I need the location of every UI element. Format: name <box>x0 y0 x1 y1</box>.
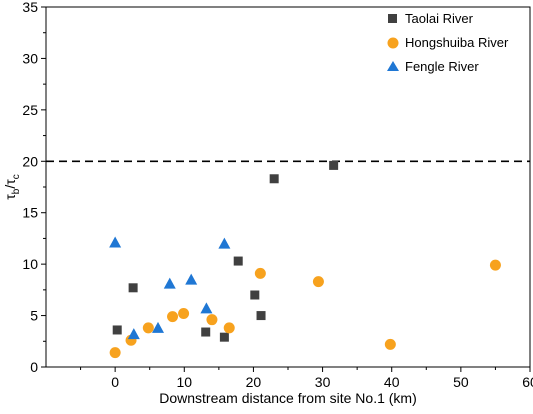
y-tick-label: 5 <box>30 308 38 324</box>
y-tick-label: 10 <box>22 256 38 272</box>
x-tick-label: 60 <box>522 374 533 390</box>
y-axis: 0 5 10 15 20 25 30 35 <box>22 0 46 375</box>
data-points <box>109 160 501 359</box>
legend-circle-marker <box>387 37 399 49</box>
taolai-point <box>329 160 339 170</box>
taolai-point <box>201 327 211 337</box>
hongshuiba-point <box>178 308 190 320</box>
hongshuiba-point <box>254 267 266 279</box>
x-tick-label: 20 <box>246 374 262 390</box>
taolai-point <box>269 174 279 184</box>
taolai-point <box>128 283 138 293</box>
x-axis-title: Downstream distance from site No.1 (km) <box>159 390 417 406</box>
hongshuiba-point <box>489 259 501 271</box>
x-tick-label: 10 <box>176 374 192 390</box>
taolai-point <box>219 332 229 342</box>
fengle-point <box>185 273 198 285</box>
taolai-point <box>112 325 122 335</box>
hongshuiba-point <box>109 347 121 359</box>
hongshuiba-point <box>312 276 324 288</box>
legend-square-marker <box>388 14 397 23</box>
legend-triangle-marker <box>387 61 399 71</box>
fengle-point <box>127 328 140 340</box>
y-axis-title-tau: τ <box>2 194 18 200</box>
taolai-point <box>256 311 266 321</box>
hongshuiba-point <box>384 338 396 350</box>
y-axis-title-sub-c: c <box>11 174 22 179</box>
taolai-point <box>233 256 243 266</box>
taolai-point <box>250 290 260 300</box>
legend-label-fengle: Fengle River <box>405 59 479 74</box>
y-axis-title: τb/τc <box>2 174 22 200</box>
x-tick-label: 30 <box>315 374 331 390</box>
hongshuiba-point <box>206 314 218 326</box>
legend: Taolai River Hongshuiba River Fengle Riv… <box>387 11 509 74</box>
hongshuiba-point <box>167 311 179 323</box>
fengle-point <box>152 321 165 333</box>
y-tick-label: 30 <box>22 50 38 66</box>
legend-label-taolai: Taolai River <box>405 11 474 26</box>
x-tick-label: 50 <box>453 374 469 390</box>
legend-label-hongshuiba: Hongshuiba River <box>405 35 509 50</box>
y-tick-label: 20 <box>22 153 38 169</box>
y-tick-label: 35 <box>22 0 38 15</box>
x-tick-label: 0 <box>111 374 119 390</box>
y-axis-title-slash-tau: /τ <box>2 179 18 189</box>
x-axis: 0 10 20 30 40 50 60 <box>80 367 533 390</box>
hongshuiba-point <box>223 322 235 334</box>
fengle-point <box>218 237 231 249</box>
y-tick-label: 15 <box>22 205 38 221</box>
hongshuiba-point <box>142 322 154 334</box>
fengle-point <box>200 302 213 314</box>
y-tick-label: 0 <box>30 359 38 375</box>
fengle-point <box>163 277 176 289</box>
y-axis-title-sub-b: b <box>11 188 22 194</box>
fengle-point <box>109 236 122 248</box>
y-tick-label: 25 <box>22 102 38 118</box>
x-tick-label: 40 <box>384 374 400 390</box>
